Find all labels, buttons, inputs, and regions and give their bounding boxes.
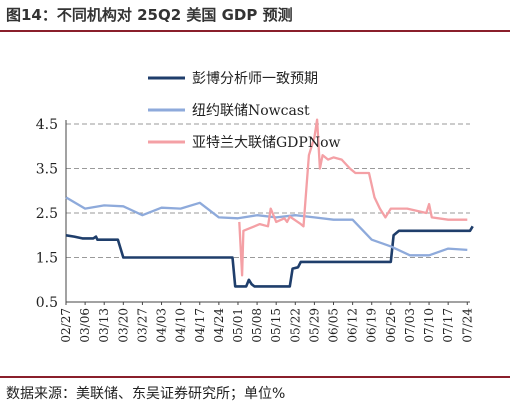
series-line-3 <box>238 118 468 277</box>
bottom-rule <box>0 376 510 378</box>
legend-label-2: 纽约联储Nowcast <box>192 103 310 119</box>
x-tick-label: 03/13 <box>97 308 111 343</box>
x-tick-label: 06/19 <box>365 308 379 343</box>
x-tick-label: 05/15 <box>269 308 283 343</box>
y-tick-label: 0.5 <box>36 295 58 311</box>
series-line-2 <box>65 196 468 257</box>
x-tick-label: 05/22 <box>288 308 302 343</box>
x-tick-label: 06/26 <box>384 308 398 343</box>
series-line-1 <box>65 225 474 288</box>
x-tick-label: 02/27 <box>59 308 73 343</box>
x-tick-label: 05/01 <box>231 308 245 343</box>
legend-label-1: 彭博分析师一致预期 <box>192 70 318 87</box>
source-note: 数据来源：美联储、东吴证券研究所；单位% <box>6 386 286 402</box>
x-tick-label: 07/03 <box>403 308 417 343</box>
legend-label-3: 亚特兰大联储GDPNow <box>192 135 341 151</box>
y-tick-label: 2.5 <box>36 206 58 222</box>
x-tick-label: 05/08 <box>250 308 264 343</box>
x-tick-label: 04/17 <box>193 308 207 343</box>
x-tick-label: 04/24 <box>212 308 226 343</box>
x-tick-label: 04/10 <box>174 308 188 343</box>
chart-title: 图14：不同机构对 25Q2 美国 GDP 预测 <box>6 6 293 24</box>
x-tick-label: 06/12 <box>346 308 360 343</box>
x-tick-label: 03/20 <box>116 308 130 343</box>
y-tick-label: 1.5 <box>36 251 58 267</box>
x-tick-label: 04/03 <box>155 308 169 343</box>
x-tick-label: 03/06 <box>78 308 92 343</box>
y-tick-label: 4.5 <box>36 117 58 133</box>
x-tick-label: 06/05 <box>327 308 341 343</box>
x-tick-label: 07/10 <box>422 308 436 343</box>
x-tick-label: 05/29 <box>307 308 321 343</box>
x-tick-label: 07/24 <box>460 308 474 343</box>
top-rule <box>0 30 510 32</box>
x-tick-label: 07/17 <box>441 308 455 343</box>
x-tick-label: 03/27 <box>135 308 149 343</box>
y-tick-label: 3.5 <box>36 162 58 178</box>
